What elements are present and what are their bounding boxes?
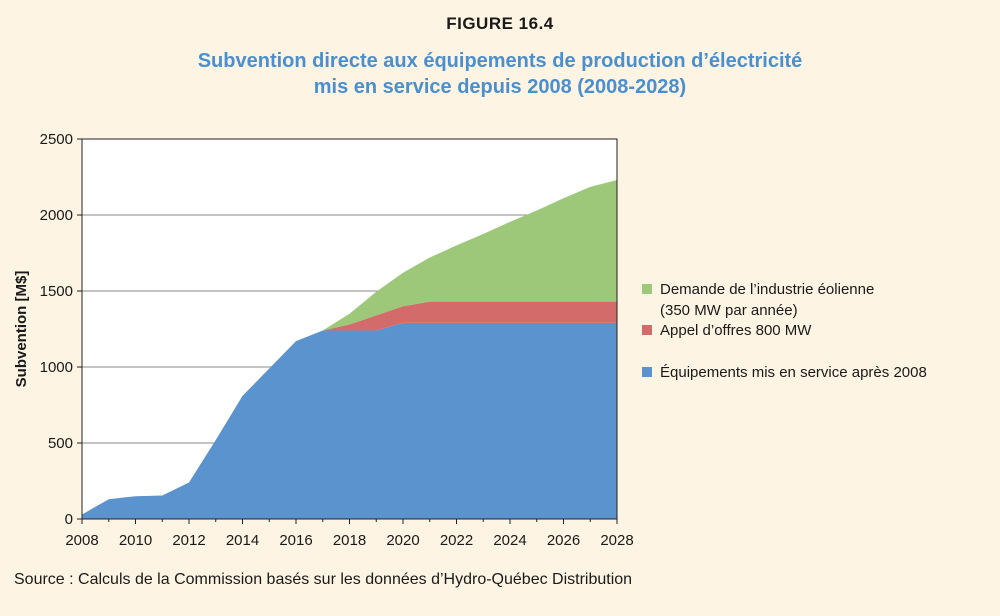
legend-swatch [642,325,652,335]
x-tick-label: 2024 [493,532,526,549]
chart-title: Subvention directe aux équipements de pr… [0,48,1000,100]
x-tick-label: 2014 [226,532,259,549]
source-note: Source : Calculs de la Commission basés … [14,571,633,588]
figure-label: FIGURE 16.4 [446,14,554,33]
stacked-area-chart: 0 500 1000 1500 2000 2500 2008 2010 2012 2014 2016… [13,131,927,549]
legend-label: Appel d’offres 800 MW [660,322,812,339]
area-series-1 [82,301,617,515]
x-tick-label: 2026 [547,532,580,549]
y-tick-label: 1000 [40,359,73,376]
x-tick-label: 2012 [172,532,205,549]
x-tick-label: 2020 [386,532,419,549]
legend-label-line2: (350 MW par année) [660,302,798,319]
x-tick-label: 2018 [333,532,366,549]
area-series-0 [82,322,617,519]
legend-label: Demande de l’industrie éolienne [660,281,874,298]
legend-swatch [642,284,652,294]
y-tick-label: 0 [65,511,73,528]
y-tick-label: 2000 [40,207,73,224]
area-series-2 [82,180,617,515]
chart-title-line1: Subvention directe aux équipements de pr… [197,50,803,72]
x-tick-label: 2008 [65,532,98,549]
chart-title-line2: mis en service depuis 2008 (2008-2028) [313,76,687,98]
y-tick-label: 500 [48,435,73,452]
legend-swatch [642,367,652,377]
y-axis-label: Subvention [M$] [13,271,30,388]
y-tick-label: 2500 [40,131,73,148]
y-tick-label: 1500 [40,283,73,300]
legend-label: Équipements mis en service après 2008 [660,364,927,381]
x-tick-label: 2010 [119,532,152,549]
x-tick-label: 2022 [440,532,473,549]
x-tick-label: 2028 [600,532,633,549]
x-tick-label: 2016 [279,532,312,549]
